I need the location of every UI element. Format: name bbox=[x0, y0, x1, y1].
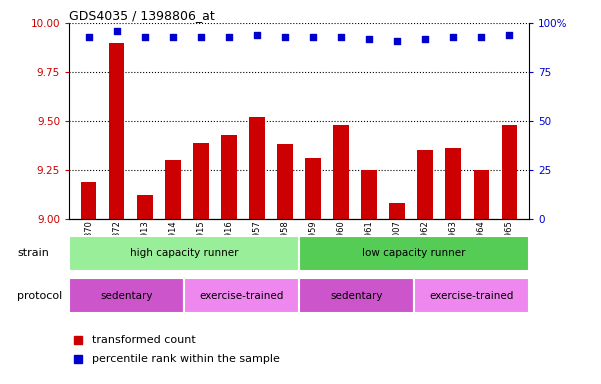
Text: exercise-trained: exercise-trained bbox=[429, 291, 514, 301]
Bar bbox=[389, 203, 405, 219]
Bar bbox=[193, 142, 209, 219]
Bar bbox=[474, 170, 489, 219]
Text: percentile rank within the sample: percentile rank within the sample bbox=[92, 354, 280, 364]
Bar bbox=[109, 43, 124, 219]
Bar bbox=[137, 195, 153, 219]
Bar bbox=[361, 170, 377, 219]
Point bbox=[477, 34, 486, 40]
Bar bbox=[184, 278, 299, 313]
Bar bbox=[165, 160, 180, 219]
Bar bbox=[299, 278, 414, 313]
Text: transformed count: transformed count bbox=[92, 335, 196, 345]
Point bbox=[392, 38, 402, 44]
Point bbox=[448, 34, 458, 40]
Point bbox=[308, 34, 318, 40]
Bar bbox=[81, 182, 96, 219]
Text: sedentary: sedentary bbox=[330, 291, 383, 301]
Text: protocol: protocol bbox=[17, 291, 63, 301]
Point bbox=[168, 34, 178, 40]
Bar bbox=[277, 144, 293, 219]
Bar bbox=[69, 278, 184, 313]
Text: high capacity runner: high capacity runner bbox=[130, 248, 239, 258]
Text: low capacity runner: low capacity runner bbox=[362, 248, 466, 258]
Point bbox=[224, 34, 234, 40]
Text: GDS4035 / 1398806_at: GDS4035 / 1398806_at bbox=[69, 9, 215, 22]
Bar bbox=[418, 150, 433, 219]
Point bbox=[84, 34, 94, 40]
Point bbox=[196, 34, 206, 40]
Bar bbox=[299, 236, 529, 271]
Point bbox=[140, 34, 150, 40]
Text: strain: strain bbox=[17, 248, 49, 258]
Point bbox=[252, 32, 262, 38]
Point bbox=[420, 36, 430, 42]
Bar bbox=[221, 135, 237, 219]
Point bbox=[336, 34, 346, 40]
Bar bbox=[69, 236, 299, 271]
Bar bbox=[334, 125, 349, 219]
Point bbox=[280, 34, 290, 40]
Point bbox=[112, 28, 121, 34]
Bar bbox=[445, 148, 461, 219]
Point bbox=[504, 32, 514, 38]
Point bbox=[364, 36, 374, 42]
Bar bbox=[502, 125, 517, 219]
Bar bbox=[249, 117, 264, 219]
Bar bbox=[414, 278, 529, 313]
Text: sedentary: sedentary bbox=[100, 291, 153, 301]
Text: exercise-trained: exercise-trained bbox=[200, 291, 284, 301]
Bar bbox=[305, 158, 321, 219]
